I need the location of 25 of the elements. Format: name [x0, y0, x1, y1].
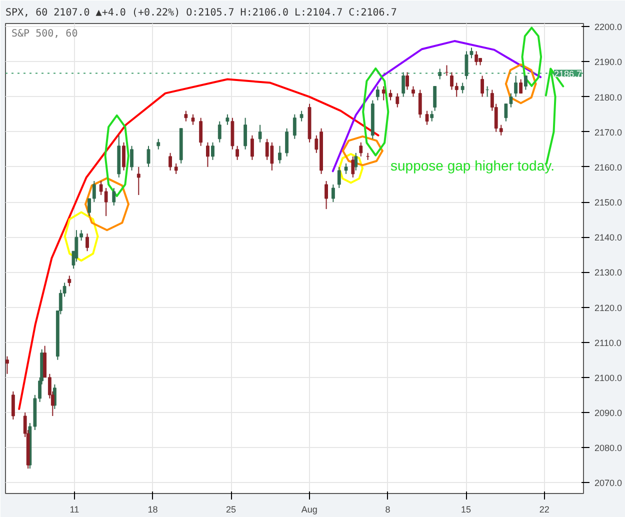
y-tick-label: 2170.0: [594, 127, 622, 138]
y-tick-label: 2080.0: [594, 443, 622, 454]
y-tick-label: 2190.0: [594, 57, 622, 68]
x-tick-label: Aug: [301, 504, 318, 514]
y-tick-label: 2200.0: [594, 22, 622, 32]
y-tick-label: 2150.0: [594, 198, 622, 208]
x-tick-label: 11: [70, 504, 80, 514]
x-tick-label: 25: [226, 504, 236, 514]
y-tick-label: 2090.0: [594, 408, 622, 418]
chart-title: SPX, 60 2107.0 ▲+4.0 (+0.22%) O:2105.7 H:2106.0 L:2104.7 C:2106.7: [6, 8, 397, 18]
text: S&P 500, 60: [12, 28, 78, 40]
x-tick-label: 8: [385, 504, 390, 514]
y-tick-label: 2160.0: [594, 162, 622, 172]
x-tick-label: 22: [539, 504, 550, 514]
y-tick-label: 2100.0: [594, 372, 622, 383]
x-tick-label: 18: [148, 504, 158, 514]
y-tick-label: 2120.0: [594, 302, 622, 313]
y-tick-label: 2180.0: [594, 92, 622, 102]
y-tick-label: 2110.0: [594, 338, 622, 348]
y-tick-label: 2070.0: [594, 478, 622, 488]
annotation: suppose gap higher today.: [390, 158, 554, 174]
y-tick-label: 2130.0: [594, 268, 622, 278]
ref-line-label: 2186.7: [554, 68, 582, 79]
y-tick-label: 2140.0: [594, 232, 622, 243]
x-tick-label: 15: [461, 504, 472, 514]
